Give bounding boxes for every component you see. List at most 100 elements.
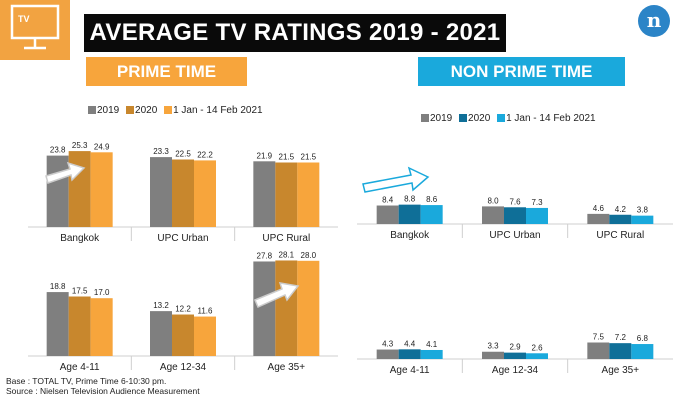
bar-nonprime-top [504, 207, 526, 224]
data-label: 3.3 [487, 342, 499, 351]
data-label: 7.3 [531, 198, 543, 207]
data-label: 22.5 [175, 150, 191, 159]
bar-nonprime-bottom [587, 342, 610, 359]
trend-arrow-icon [254, 282, 300, 308]
data-label: 27.8 [257, 251, 273, 260]
legend-label: 2019 [430, 113, 453, 124]
bar-prime-bottom [297, 260, 320, 356]
bar-prime-top [46, 155, 69, 227]
legend-label: 1 Jan - 14 Feb 2021 [173, 105, 263, 116]
legend-label: 1 Jan - 14 Feb 2021 [506, 113, 596, 124]
bar-prime-top [275, 162, 298, 227]
category-label: Age 4-11 [390, 365, 430, 376]
legend-swatch [126, 106, 135, 114]
data-label: 4.3 [382, 340, 394, 349]
data-label: 7.6 [509, 197, 521, 206]
legend-swatch [459, 114, 468, 122]
data-label: 28.0 [301, 251, 317, 260]
legend-item: 2020 [459, 113, 490, 124]
bar-nonprime-top [420, 205, 443, 224]
bar-nonprime-top [376, 205, 399, 224]
data-label: 4.4 [404, 339, 416, 348]
data-label: 8.4 [382, 196, 394, 205]
data-label: 23.8 [50, 146, 66, 155]
data-label: 8.6 [426, 195, 438, 204]
category-label: UPC Urban [489, 230, 540, 241]
data-label: 23.3 [153, 147, 169, 156]
data-label: 7.2 [615, 333, 627, 342]
data-label: 22.2 [197, 150, 213, 159]
bar-prime-bottom [150, 311, 172, 356]
data-label: 25.3 [72, 141, 88, 150]
data-label: 3.8 [637, 206, 649, 215]
tv-icon: TV [0, 0, 70, 60]
bar-nonprime-bottom [398, 349, 421, 359]
bar-nonprime-bottom [526, 353, 548, 359]
legend-nonprime: 2019 2020 1 Jan - 14 Feb 2021 [421, 113, 600, 127]
legend-swatch [421, 114, 429, 122]
legend-swatch [497, 114, 506, 122]
bar-prime-top [68, 151, 91, 227]
bar-nonprime-bottom [420, 349, 443, 359]
data-label: 21.5 [301, 153, 317, 162]
bar-nonprime-bottom [631, 344, 654, 359]
category-label: UPC Urban [157, 233, 208, 244]
bar-nonprime-bottom [504, 352, 526, 359]
category-label: Age 35+ [602, 365, 640, 376]
legend-item: 1 Jan - 14 Feb 2021 [497, 113, 596, 124]
tv-icon-label: TV [18, 14, 30, 24]
data-label: 2.9 [509, 343, 521, 352]
legend-label: 2019 [97, 105, 120, 116]
data-label: 6.8 [637, 334, 649, 343]
data-label: 17.5 [72, 287, 88, 296]
legend-swatch [88, 106, 96, 114]
bar-prime-top [172, 159, 194, 227]
data-label: 11.6 [198, 307, 214, 316]
data-label: 13.2 [153, 301, 169, 310]
bar-prime-top [253, 161, 276, 227]
bar-prime-bottom [194, 316, 216, 356]
footnote-base: Base : TOTAL TV, Prime Time 6-10:30 pm. [6, 376, 167, 386]
brand-logo: n [638, 5, 670, 37]
bar-prime-bottom [172, 314, 194, 356]
bar-prime-bottom [46, 292, 69, 356]
legend-item: 2019 [421, 113, 452, 124]
category-label: Age 4-11 [60, 362, 100, 373]
legend-label: 2020 [468, 113, 491, 124]
data-label: 8.8 [404, 195, 416, 204]
bar-prime-top [194, 160, 216, 227]
bar-prime-bottom [253, 261, 276, 356]
legend-item: 1 Jan - 14 Feb 2021 [164, 105, 263, 116]
category-label: Age 12-34 [492, 365, 539, 376]
data-label: 4.1 [426, 340, 438, 349]
legend-item: 2020 [126, 105, 157, 116]
bar-nonprime-bottom [482, 351, 504, 359]
legend-swatch [164, 106, 173, 114]
data-label: 7.5 [593, 333, 605, 342]
bar-nonprime-top [482, 206, 504, 224]
legend-item: 2019 [88, 105, 119, 116]
data-label: 8.0 [487, 196, 499, 205]
category-label: Age 35+ [268, 362, 306, 373]
data-label: 21.9 [257, 151, 273, 160]
section-title-prime: PRIME TIME [86, 57, 247, 86]
category-label: Bangkok [390, 230, 430, 241]
legend-label: 2020 [135, 105, 158, 116]
bar-prime-bottom [275, 260, 298, 356]
category-label: Bangkok [60, 233, 100, 244]
bar-nonprime-top [609, 214, 632, 224]
bar-nonprime-bottom [609, 343, 632, 359]
data-label: 21.5 [279, 153, 295, 162]
legend-prime: 2019 2020 1 Jan - 14 Feb 2021 [88, 105, 267, 119]
bar-nonprime-bottom [376, 349, 399, 359]
data-label: 4.6 [593, 204, 605, 213]
data-label: 17.0 [94, 288, 110, 297]
data-label: 4.2 [615, 205, 627, 214]
data-label: 28.1 [279, 250, 295, 259]
bar-nonprime-top [398, 204, 421, 224]
bar-nonprime-top [631, 215, 654, 224]
bar-prime-top [297, 162, 320, 227]
trend-arrow-icon [362, 166, 430, 193]
data-label: 18.8 [50, 282, 66, 291]
